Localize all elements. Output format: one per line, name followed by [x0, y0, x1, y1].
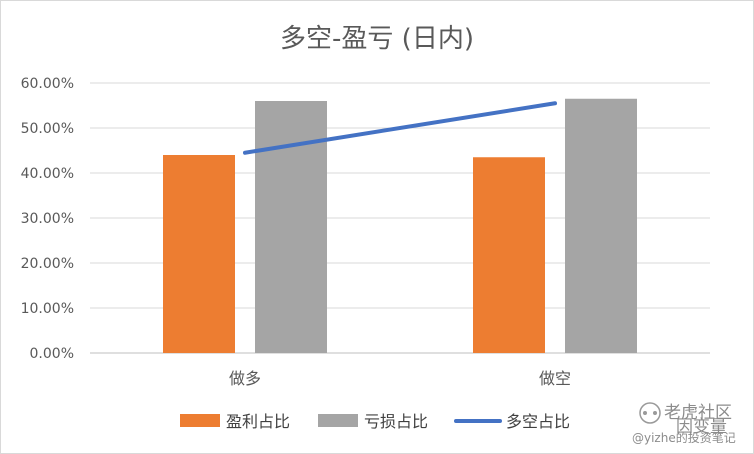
- y-tick-label: 20.00%: [21, 256, 74, 272]
- watermark-overlay: 因变量: [676, 417, 727, 437]
- line-series: [243, 101, 557, 155]
- watermark-line2: @yizhe的投资笔记: [632, 430, 736, 445]
- bar-loss-1: [565, 98, 637, 353]
- bar-profit-0: [163, 155, 235, 353]
- bars: [163, 98, 637, 353]
- y-tick-label: 10.00%: [21, 301, 74, 317]
- y-axis: 0.00% 10.00% 20.00% 30.00% 40.00% 50.00% 60.00…: [21, 76, 74, 362]
- legend-item-0: 盈利占比: [180, 412, 290, 431]
- watermark-logo-icon: [639, 402, 661, 424]
- x-tick-label: 做多: [229, 369, 261, 388]
- chart-title: 多空-盈亏 (日内): [280, 24, 474, 54]
- x-tick-label: 做空: [539, 369, 571, 388]
- legend-label: 盈利占比: [226, 412, 290, 431]
- legend: 盈利占比 亏损占比 多空占比: [180, 412, 570, 431]
- x-axis: 做多 做空: [229, 369, 571, 388]
- watermark-line1: 老虎社区: [664, 403, 732, 423]
- y-tick-label: 50.00%: [21, 121, 74, 137]
- legend-item-1: 亏损占比: [318, 412, 428, 431]
- legend-swatch: [318, 414, 358, 427]
- y-tick-label: 40.00%: [21, 166, 74, 182]
- legend-item-2: 多空占比: [454, 412, 570, 431]
- y-tick-label: 60.00%: [21, 76, 74, 92]
- watermark: 老虎社区 因变量 @yizhe的投资笔记: [632, 402, 736, 445]
- legend-label: 亏损占比: [364, 412, 428, 431]
- y-tick-label: 0.00%: [30, 346, 74, 362]
- bar-profit-1: [473, 157, 545, 353]
- legend-swatch: [180, 414, 220, 427]
- y-tick-label: 30.00%: [21, 211, 74, 227]
- line-long-short-ratio: [243, 101, 557, 155]
- bar-loss-0: [255, 101, 327, 353]
- legend-label: 多空占比: [506, 412, 570, 431]
